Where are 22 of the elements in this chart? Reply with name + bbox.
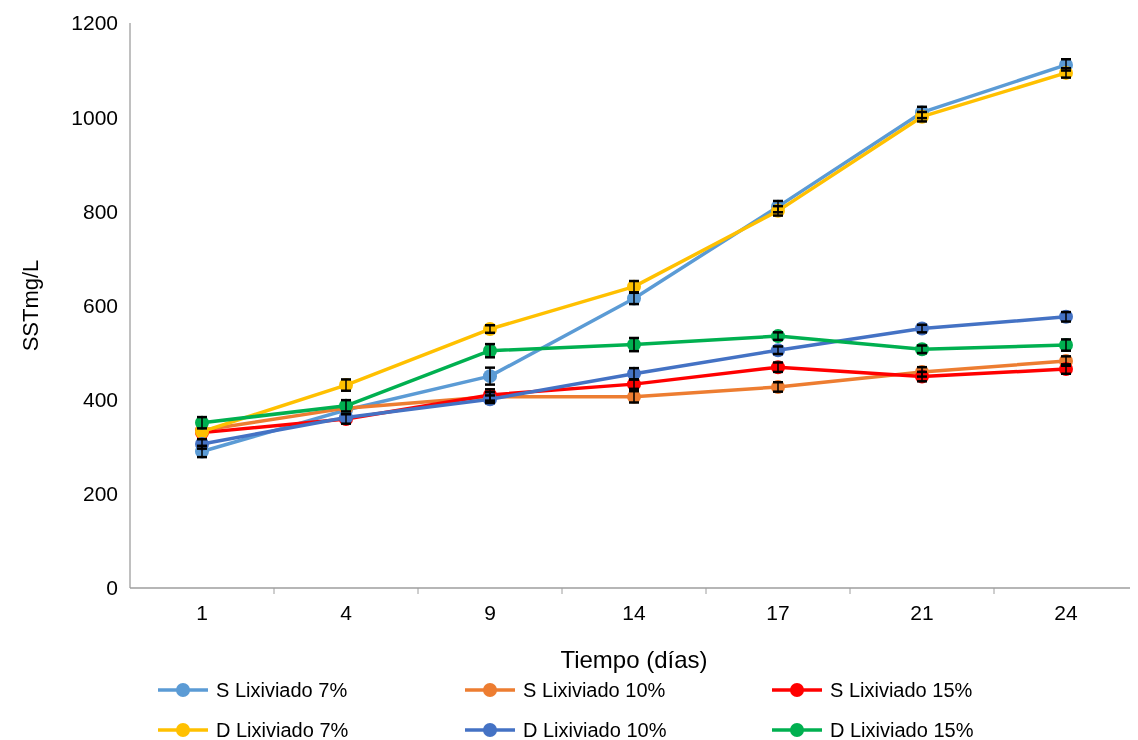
x-tick-label: 14 <box>622 601 646 624</box>
y-tick-label: 800 <box>82 199 118 223</box>
x-tick-label: 4 <box>340 601 353 624</box>
legend-label: D Lixiviado 7% <box>216 719 349 740</box>
y-tick-label: 0 <box>106 576 118 600</box>
y-tick-label: 600 <box>82 293 118 317</box>
x-tick-label: 1 <box>196 601 208 624</box>
legend-label: D Lixiviado 10% <box>523 719 667 740</box>
y-tick-label: 200 <box>82 482 118 506</box>
x-tick-label: 21 <box>910 601 934 624</box>
legend-label: S Lixiviado 7% <box>216 679 348 701</box>
legend-label: S Lixiviado 10% <box>523 679 666 701</box>
x-tick-label: 9 <box>484 601 496 624</box>
y-tick-label: 1000 <box>71 105 118 129</box>
x-tick-label: 17 <box>766 601 790 624</box>
legend-label: S Lixiviado 15% <box>830 679 973 701</box>
legend-label: D Lixiviado 15% <box>830 719 974 740</box>
y-tick-label: 400 <box>82 388 118 412</box>
x-axis-title: Tiempo (días) <box>560 646 708 673</box>
y-axis-title: SSTmg/L <box>17 259 43 352</box>
x-tick-label: 24 <box>1054 601 1078 624</box>
y-tick-label: 1200 <box>71 11 118 35</box>
